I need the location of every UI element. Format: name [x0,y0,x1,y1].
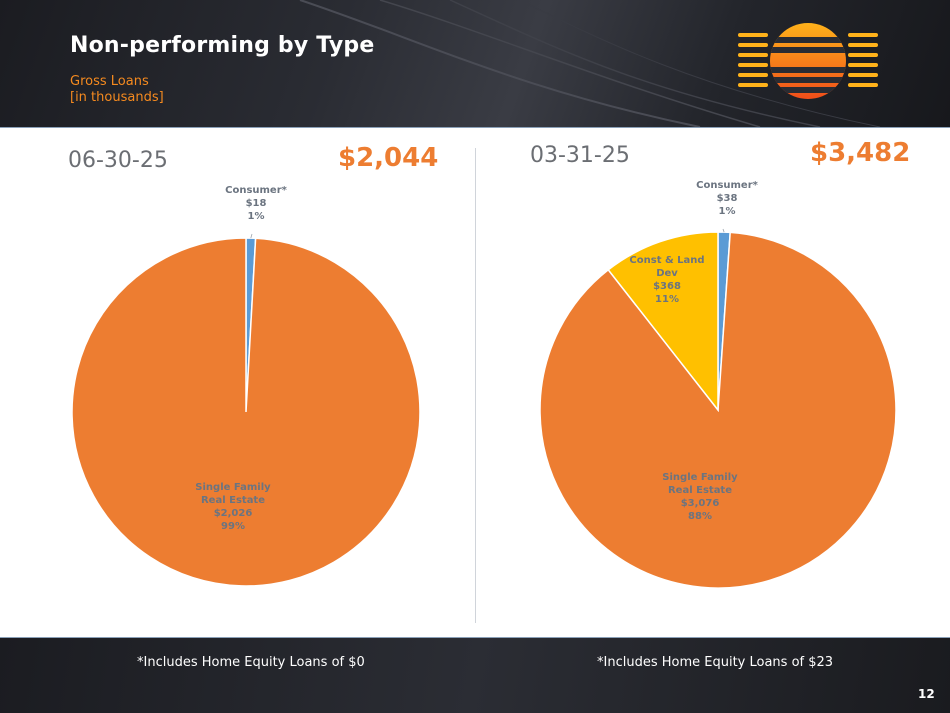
pie-1-slice-2-label: Const & Land Dev $368 11% [629,255,704,305]
page-number: 12 [918,687,935,701]
subtitle: Gross Loans [in thousands] [70,74,164,106]
subtitle-line-2: [in thousands] [70,90,164,105]
pie-1-slice-0-label: Consumer* $38 1% [696,180,759,217]
pie-0-slice-0-leader [250,233,253,239]
footer-banner [0,638,950,713]
footnote-right: *Includes Home Equity Loans of $23 [597,655,834,670]
left-chart-date: 06-30-25 [68,148,168,173]
chart-divider [475,148,476,623]
sun-logo [738,23,878,99]
footnote-left: *Includes Home Equity Loans of $0 [137,655,365,670]
right-chart-date: 03-31-25 [530,143,630,168]
pie-0-slice-0-label: Consumer* $18 1% [225,185,288,222]
pie-0-slice-1-label: Single Family Real Estate $2,026 99% [195,482,271,532]
right-chart-total: $3,482 [810,138,911,168]
subtitle-line-1: Gross Loans [70,74,149,89]
left-chart-total: $2,044 [338,143,439,173]
pie-1-slice-0-leader [722,228,725,233]
pie-0-slice-1 [71,237,421,587]
pie-1-slice-1-label: Single Family Real Estate $3,076 88% [662,472,738,522]
header-swoosh-decoration [299,0,881,127]
pie-1-slice-2 [607,231,719,413]
header-banner: Non-performing by Type Gross Loans [in t… [0,0,950,127]
page-title: Non-performing by Type [70,33,375,58]
